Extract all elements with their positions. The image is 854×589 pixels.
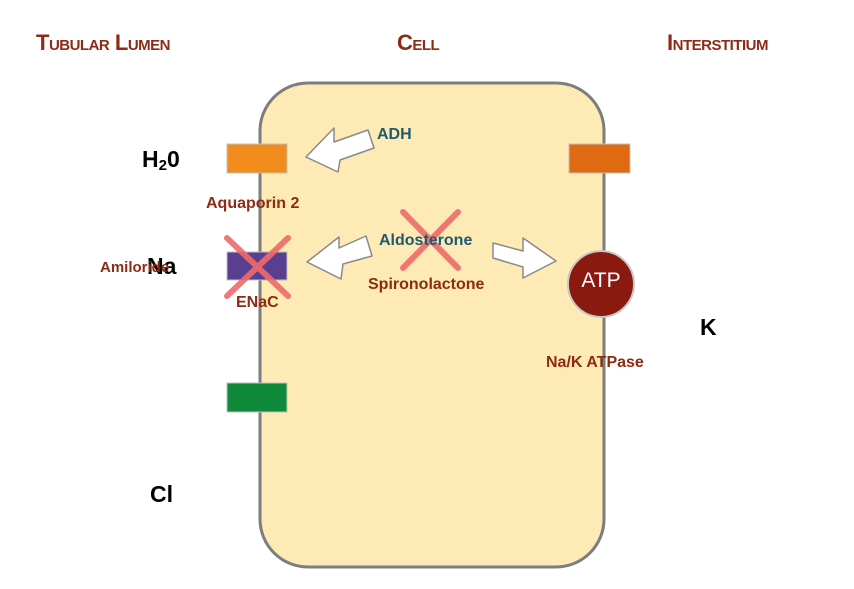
chloride-channel bbox=[226, 382, 288, 413]
aldosterone-right-arrow bbox=[492, 237, 557, 279]
enac-label: ENaC bbox=[236, 294, 279, 311]
sodium-label: Na bbox=[147, 253, 177, 279]
aldosterone-block-cross bbox=[400, 209, 461, 271]
chloride-label: Cl bbox=[150, 481, 173, 507]
header-cell: Cell bbox=[397, 30, 440, 55]
water-subscript: 2 bbox=[158, 157, 167, 174]
aquaporin-2-label: Aquaporin 2 bbox=[206, 195, 300, 212]
water-label: H20 bbox=[142, 146, 180, 174]
basolateral-channel bbox=[568, 143, 631, 174]
potassium-label: K bbox=[700, 314, 717, 340]
water-suffix: 0 bbox=[166, 146, 180, 172]
header-interstitium: Interstitium bbox=[667, 30, 768, 55]
aquaporin-2-channel bbox=[226, 143, 288, 174]
atp-label: ATP bbox=[581, 269, 621, 292]
na-k-atpase-pump bbox=[567, 250, 635, 318]
adh-arrow bbox=[305, 127, 375, 173]
adh-label: ADH bbox=[377, 126, 412, 143]
header-tubular-lumen: Tubular Lumen bbox=[36, 30, 170, 55]
cell-body bbox=[258, 81, 606, 569]
aldosterone-label: Aldosterone bbox=[379, 232, 473, 249]
aldosterone-left-arrow bbox=[306, 235, 373, 280]
na-k-atpase-label: Na/K ATPase bbox=[546, 354, 644, 371]
enac-block-cross bbox=[224, 235, 291, 299]
spironolactone-label: Spironolactone bbox=[368, 276, 485, 293]
water-prefix: H bbox=[142, 146, 159, 172]
amiloride-label: Amiloride bbox=[100, 259, 170, 276]
